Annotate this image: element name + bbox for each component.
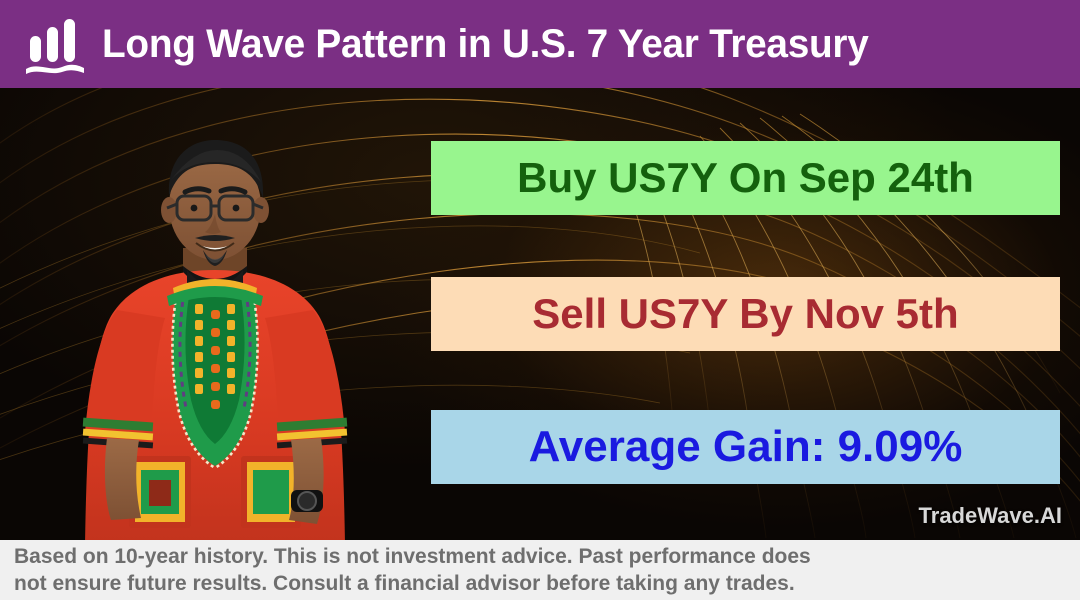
page-title: Long Wave Pattern in U.S. 7 Year Treasur…	[102, 21, 869, 66]
bar-chart-wave-logo-icon	[24, 14, 86, 74]
buy-signal-callout: Buy US7Y On Sep 24th	[431, 141, 1060, 215]
sell-signal-callout: Sell US7Y By Nov 5th	[431, 277, 1060, 351]
average-gain-callout: Average Gain: 9.09%	[431, 410, 1060, 484]
disclaimer-line-1: Based on 10-year history. This is not in…	[14, 545, 811, 568]
average-gain-text: Average Gain: 9.09%	[528, 422, 963, 471]
disclaimer-line-2: not ensure future results. Consult a fin…	[14, 572, 795, 595]
disclaimer-footer: Based on 10-year history. This is not in…	[0, 540, 1080, 600]
sell-signal-text: Sell US7Y By Nov 5th	[532, 290, 959, 337]
buy-signal-text: Buy US7Y On Sep 24th	[517, 154, 974, 201]
brand-watermark: TradeWave.AI	[918, 503, 1062, 528]
header-bar: Long Wave Pattern in U.S. 7 Year Treasur…	[0, 0, 1080, 88]
person-photo	[55, 120, 375, 545]
